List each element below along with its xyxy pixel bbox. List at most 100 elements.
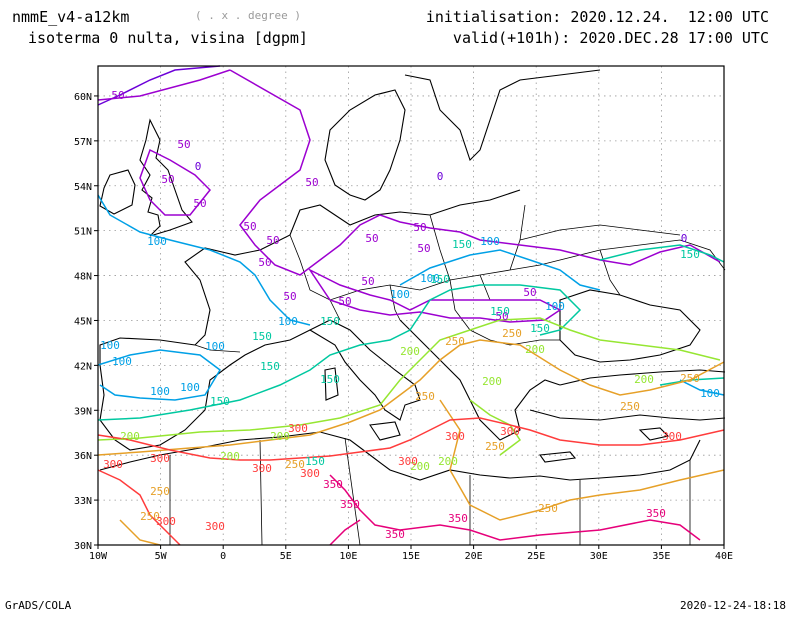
x-tick-label: 5W	[155, 551, 168, 562]
coast-sweden-finland	[404, 69, 601, 162]
contour-label-50: 50	[338, 295, 351, 308]
coast-north-africa	[99, 431, 701, 481]
country-borders	[289, 204, 726, 346]
contour-label-50: 50	[111, 89, 124, 102]
coast-turkey-south	[529, 409, 726, 421]
coast-north-europe	[259, 189, 521, 251]
contour-label-0: 0	[437, 170, 444, 183]
contour-label-100: 100	[390, 288, 410, 301]
contour-label-50: 50	[305, 176, 318, 189]
x-tick-label: 20E	[465, 551, 483, 562]
units-label: ( . x . degree )	[195, 9, 301, 22]
contour-label-200: 200	[482, 375, 502, 388]
contour-label-250: 250	[415, 390, 435, 403]
coast-crete	[539, 451, 577, 463]
y-tick-label: 33N	[74, 496, 92, 507]
contour-label-100: 100	[545, 300, 565, 313]
coast-sardinia	[324, 367, 339, 401]
coast-iberia	[99, 329, 311, 451]
contour-label-100: 100	[205, 340, 225, 353]
contour-label-300: 300	[445, 430, 465, 443]
y-tick-label: 39N	[74, 406, 92, 417]
contour-250	[97, 339, 725, 456]
contour-350	[329, 474, 701, 541]
contour-label-100: 100	[700, 387, 720, 400]
contour-label-100: 100	[112, 355, 132, 368]
footer-timestamp: 2020-12-24-18:18	[680, 599, 786, 612]
contour-200	[97, 317, 721, 441]
contour-label-150: 150	[305, 455, 325, 468]
contour-label-300: 300	[103, 458, 123, 471]
contour-label-50: 50	[495, 310, 508, 323]
y-tick-label: 51N	[74, 227, 92, 238]
contour-label-50: 50	[523, 286, 536, 299]
contour-label-300: 300	[662, 430, 682, 443]
contour-150	[599, 244, 725, 263]
contour-label-50: 50	[413, 221, 426, 234]
contour-label-150: 150	[210, 395, 230, 408]
contour-label-100: 100	[180, 381, 200, 394]
contour-label-50: 50	[266, 234, 279, 247]
field-title: isoterma 0 nulta, visina [dgpm]	[28, 29, 308, 47]
contour-label-50: 50	[161, 173, 174, 186]
y-tick-label: 57N	[74, 137, 92, 148]
contour-label-50: 50	[417, 242, 430, 255]
contour-label-250: 250	[620, 400, 640, 413]
y-tick-label: 45N	[74, 316, 92, 327]
contour-label-150: 150	[680, 248, 700, 261]
contour-label-100: 100	[147, 235, 167, 248]
x-tick-label: 15E	[402, 551, 420, 562]
contour-label-0: 0	[195, 160, 202, 173]
contour-label-50: 50	[361, 275, 374, 288]
x-tick-label: 10E	[339, 551, 357, 562]
contour-label-250: 250	[140, 510, 160, 523]
contour-label-100: 100	[150, 385, 170, 398]
initialisation-time: initialisation: 2020.12.24. 12:00 UTC	[425, 8, 769, 26]
contour-label-200: 200	[525, 343, 545, 356]
contour-label-250: 250	[285, 458, 305, 471]
coast-balkans	[399, 319, 561, 441]
contour-label-200: 200	[270, 430, 290, 443]
contour-label-200: 200	[400, 345, 420, 358]
coast-sicily	[369, 421, 401, 441]
contour-50	[307, 268, 562, 323]
contour-350	[329, 519, 361, 546]
contour-label-150: 150	[452, 238, 472, 251]
contour-300	[97, 469, 181, 546]
contour-label-150: 150	[490, 305, 510, 318]
border-spain-france	[194, 344, 241, 353]
contour-label-300: 300	[288, 422, 308, 435]
contour-label-350: 350	[448, 512, 468, 525]
contour-100	[97, 194, 311, 401]
contour-label-300: 300	[150, 452, 170, 465]
coast-black-sea	[559, 289, 701, 363]
contour-250	[119, 519, 161, 546]
contour-label-300: 300	[156, 515, 176, 528]
x-tick-label: 10W	[89, 551, 108, 562]
contour-label-250: 250	[485, 440, 505, 453]
contour-label-150: 150	[252, 330, 272, 343]
contour-label-50: 50	[258, 256, 271, 269]
contour-label-350: 350	[340, 498, 360, 511]
model-title: nmmE_v4-a12km	[12, 8, 130, 26]
contour-label-150: 150	[320, 373, 340, 386]
contour-label-200: 200	[438, 455, 458, 468]
border-n-africa	[169, 437, 691, 546]
contour-label-50: 50	[283, 290, 296, 303]
y-tick-label: 48N	[74, 272, 92, 283]
y-tick-label: 60N	[74, 92, 92, 103]
contour-label-200: 200	[120, 430, 140, 443]
contour-label-50: 50	[193, 197, 206, 210]
contour-label-250: 250	[445, 335, 465, 348]
contour-label-300: 300	[500, 425, 520, 438]
y-tick-label: 42N	[74, 361, 92, 372]
y-tick-label: 30N	[74, 541, 92, 552]
contour-label-250: 250	[538, 502, 558, 515]
coast-cyprus	[638, 427, 670, 441]
contour-label-300: 300	[300, 467, 320, 480]
contour-label-100: 100	[100, 339, 120, 352]
contour-150	[97, 284, 582, 421]
contour-label-50: 50	[365, 232, 378, 245]
coast-turkey	[559, 369, 726, 386]
contour-label-200: 200	[634, 373, 654, 386]
